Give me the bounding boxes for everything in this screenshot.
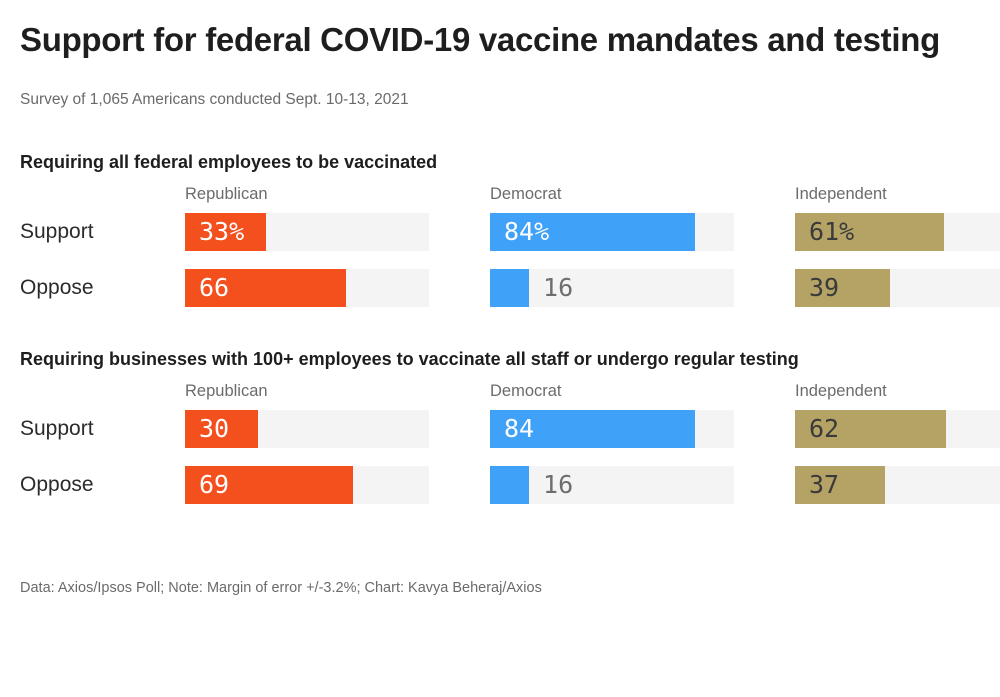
group-header-independent: Independent <box>795 185 887 203</box>
bar-track: 30 <box>185 410 429 448</box>
bar-value-label: 66 <box>199 273 230 302</box>
bar-track: 33% <box>185 213 429 251</box>
group-header-row: Republican Democrat Independent <box>20 381 980 402</box>
bar-value-label: 62 <box>809 414 840 443</box>
section-title: Requiring all federal employees to be va… <box>20 152 438 172</box>
bar-value-label: 61% <box>809 217 855 246</box>
bar-independent: 62 <box>795 410 947 448</box>
chart-title: Support for federal COVID-19 vaccine man… <box>20 21 940 58</box>
group-header-independent: Independent <box>795 382 887 400</box>
bar-track: 39 <box>795 269 1000 307</box>
group-header-democrat: Democrat <box>490 382 562 400</box>
bar-track: 16 <box>490 466 734 504</box>
bar-track: 66 <box>185 269 429 307</box>
chart-sections: Requiring all federal employees to be va… <box>20 149 1000 504</box>
bar-row-oppose: Oppose 66 16 39 <box>20 269 1000 307</box>
bar-republican: 66 <box>185 269 347 307</box>
bar-value-label: 16 <box>543 470 574 499</box>
bar-track: 37 <box>795 466 1000 504</box>
row-label-support: Support <box>20 417 94 440</box>
bar-track: 61% <box>795 213 1000 251</box>
bar-value-label: 37 <box>809 470 840 499</box>
bar-value-label: 30 <box>199 414 230 443</box>
bar-independent: 39 <box>795 269 891 307</box>
bar-row-support: Support 33% 84% 61% <box>20 213 1000 251</box>
bar-value-label: 16 <box>543 273 574 302</box>
bar-democrat: 84 <box>490 410 695 448</box>
bar-row-oppose: Oppose 69 16 37 <box>20 466 1000 504</box>
bar-value-label: 39 <box>809 273 840 302</box>
row-label-oppose: Oppose <box>20 473 94 496</box>
bar-independent: 61% <box>795 213 944 251</box>
bar-track: 84% <box>490 213 734 251</box>
bar-republican: 33% <box>185 213 266 251</box>
bar-track: 84 <box>490 410 734 448</box>
bar-democrat <box>490 269 530 307</box>
bar-independent: 37 <box>795 466 886 504</box>
chart-card: Support for federal COVID-19 vaccine man… <box>20 21 1000 596</box>
row-label-support: Support <box>20 220 94 243</box>
bar-value-label: 69 <box>199 470 230 499</box>
row-label-oppose: Oppose <box>20 276 94 299</box>
bar-democrat <box>490 466 530 504</box>
bar-republican: 69 <box>185 466 354 504</box>
chart-subtitle: Survey of 1,065 Americans conducted Sept… <box>20 91 409 108</box>
bar-value-label: 84 <box>504 414 535 443</box>
group-header-row: Republican Democrat Independent <box>20 184 980 205</box>
group-header-republican: Republican <box>185 382 268 400</box>
section-title: Requiring businesses with 100+ employees… <box>20 349 799 369</box>
chart-section-2: Requiring businesses with 100+ employees… <box>20 346 1000 504</box>
bar-track: 69 <box>185 466 429 504</box>
group-header-democrat: Democrat <box>490 185 562 203</box>
chart-section-1: Requiring all federal employees to be va… <box>20 149 1000 307</box>
bar-republican: 30 <box>185 410 259 448</box>
bar-track: 16 <box>490 269 734 307</box>
bar-democrat: 84% <box>490 213 695 251</box>
bar-value-label: 33% <box>199 217 245 246</box>
bar-row-support: Support 30 84 62 <box>20 410 1000 448</box>
bar-value-label: 84% <box>504 217 550 246</box>
chart-footer: Data: Axios/Ipsos Poll; Note: Margin of … <box>20 580 542 596</box>
group-header-republican: Republican <box>185 185 268 203</box>
bar-track: 62 <box>795 410 1000 448</box>
